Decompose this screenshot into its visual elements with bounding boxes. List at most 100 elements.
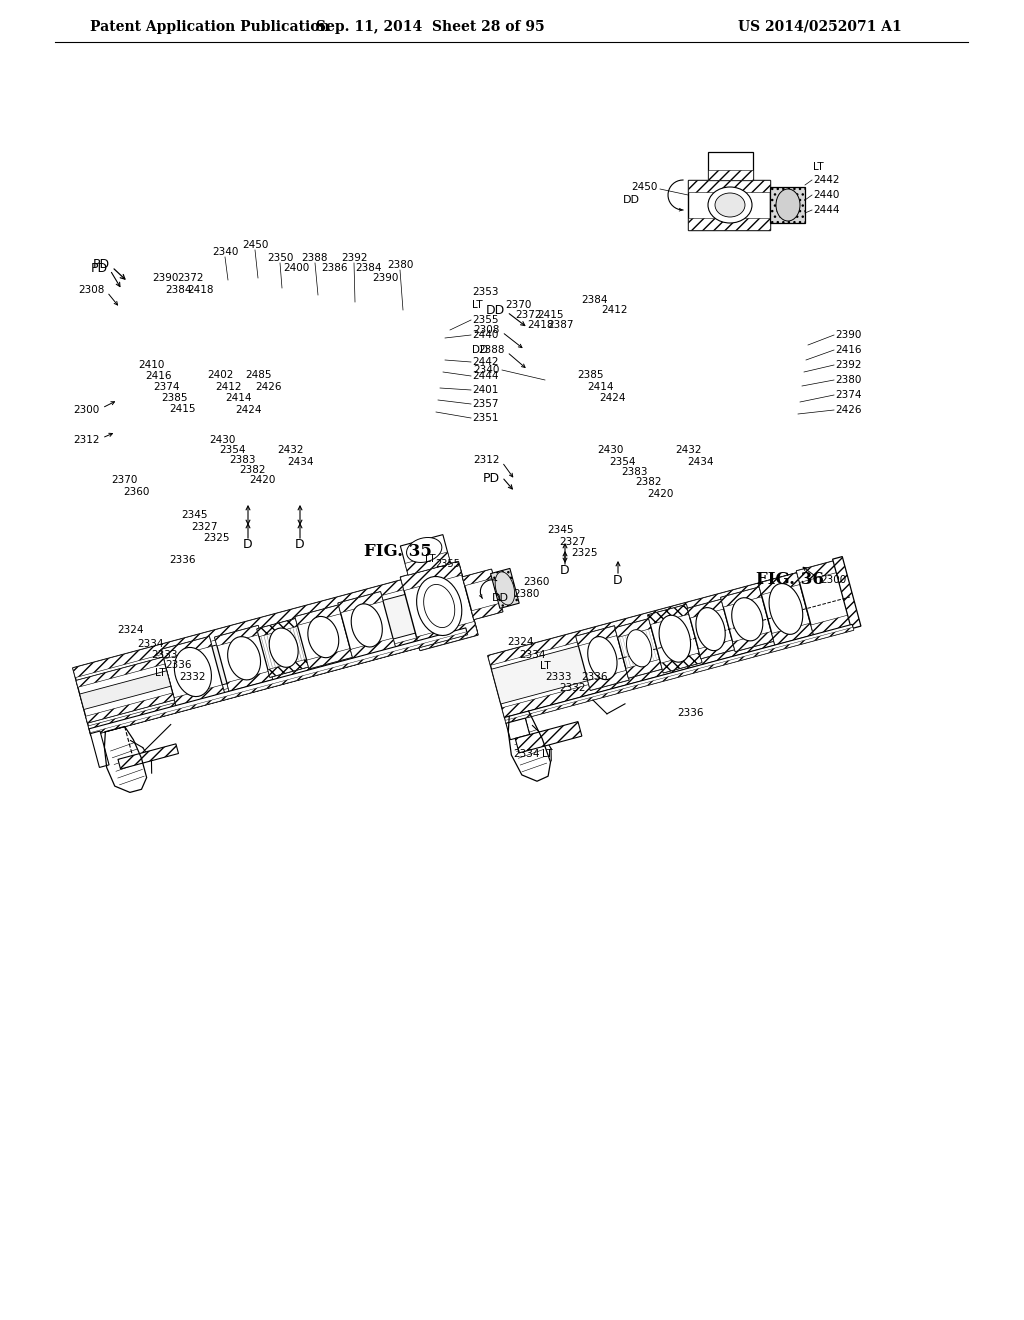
Text: 2385: 2385 <box>577 370 603 380</box>
Text: 2357: 2357 <box>472 399 499 409</box>
Text: 2383: 2383 <box>622 467 648 477</box>
Polygon shape <box>400 561 478 651</box>
Text: 2414: 2414 <box>587 381 613 392</box>
Polygon shape <box>759 573 813 645</box>
Polygon shape <box>89 628 468 735</box>
Polygon shape <box>226 671 272 692</box>
Polygon shape <box>406 552 451 576</box>
Polygon shape <box>487 562 852 718</box>
Text: 2392: 2392 <box>835 360 861 370</box>
Polygon shape <box>626 659 663 678</box>
Polygon shape <box>772 623 813 645</box>
Text: 2390: 2390 <box>835 330 861 341</box>
Text: 2333: 2333 <box>151 649 177 660</box>
Polygon shape <box>73 565 477 735</box>
Text: 2384: 2384 <box>582 294 608 305</box>
Text: 2350: 2350 <box>267 253 293 263</box>
Text: 2324: 2324 <box>117 624 143 635</box>
Polygon shape <box>487 562 839 665</box>
Polygon shape <box>833 557 861 628</box>
Text: 2327: 2327 <box>191 521 218 532</box>
Polygon shape <box>492 576 849 704</box>
Text: 2370: 2370 <box>112 475 138 484</box>
Polygon shape <box>797 561 839 582</box>
Ellipse shape <box>776 189 800 220</box>
Polygon shape <box>269 628 298 668</box>
Text: 2430: 2430 <box>597 445 624 455</box>
Text: 2345: 2345 <box>547 525 573 535</box>
Polygon shape <box>471 603 503 619</box>
Text: 2412: 2412 <box>602 305 629 315</box>
Polygon shape <box>698 640 734 659</box>
Polygon shape <box>505 627 854 723</box>
Text: 2416: 2416 <box>145 371 172 381</box>
Text: 2345: 2345 <box>181 510 208 520</box>
Polygon shape <box>76 657 174 723</box>
Bar <box>708 170 753 180</box>
Polygon shape <box>307 648 352 669</box>
Polygon shape <box>648 605 701 673</box>
Polygon shape <box>88 623 477 735</box>
Polygon shape <box>732 598 763 642</box>
Text: 2388: 2388 <box>478 345 505 355</box>
Text: 2308: 2308 <box>474 325 500 335</box>
Text: 2382: 2382 <box>239 465 265 475</box>
Text: 2386: 2386 <box>322 263 348 273</box>
Text: 2384: 2384 <box>165 285 191 294</box>
Text: 2332: 2332 <box>179 672 205 682</box>
Text: 2388: 2388 <box>302 253 329 263</box>
Polygon shape <box>96 583 454 715</box>
Polygon shape <box>90 731 110 767</box>
Polygon shape <box>627 630 651 667</box>
Polygon shape <box>407 537 441 562</box>
Bar <box>688 180 770 191</box>
Text: PD: PD <box>91 261 108 275</box>
Text: 2384: 2384 <box>354 263 381 273</box>
Polygon shape <box>350 638 395 659</box>
Text: 2336: 2336 <box>165 660 191 671</box>
Text: 2387: 2387 <box>547 319 573 330</box>
Polygon shape <box>759 573 800 595</box>
Polygon shape <box>417 622 478 651</box>
Polygon shape <box>696 607 725 651</box>
Polygon shape <box>515 722 582 752</box>
Text: DD: DD <box>472 345 488 355</box>
Text: 2334: 2334 <box>513 748 540 759</box>
Text: 2442: 2442 <box>813 176 840 185</box>
Text: 2444: 2444 <box>813 205 840 215</box>
Text: 2372: 2372 <box>177 273 203 282</box>
Polygon shape <box>90 632 468 735</box>
Text: 2370: 2370 <box>505 300 531 310</box>
Polygon shape <box>687 599 734 659</box>
Text: 2434: 2434 <box>687 457 714 467</box>
Text: PD: PD <box>93 259 110 272</box>
Polygon shape <box>575 626 617 645</box>
Polygon shape <box>73 565 462 677</box>
Text: 2440: 2440 <box>472 330 499 341</box>
Text: 2390: 2390 <box>152 273 178 282</box>
Polygon shape <box>215 626 260 645</box>
Polygon shape <box>338 591 395 659</box>
Polygon shape <box>721 587 762 607</box>
Text: 2380: 2380 <box>387 260 414 271</box>
Text: 2426: 2426 <box>835 405 861 414</box>
Polygon shape <box>174 685 225 708</box>
Text: 2420: 2420 <box>647 488 673 499</box>
Text: D: D <box>560 564 569 577</box>
Text: 2355: 2355 <box>472 315 499 325</box>
Text: 2354: 2354 <box>219 445 246 455</box>
Text: 2442: 2442 <box>472 356 499 367</box>
Text: 2334: 2334 <box>137 639 163 649</box>
Text: 2450: 2450 <box>632 182 658 191</box>
Text: FIG. 36: FIG. 36 <box>756 572 824 589</box>
Text: 2340: 2340 <box>212 247 239 257</box>
Polygon shape <box>227 636 260 680</box>
Polygon shape <box>687 599 724 618</box>
Polygon shape <box>400 561 462 590</box>
Polygon shape <box>721 587 774 652</box>
Polygon shape <box>588 671 629 690</box>
Text: 2440: 2440 <box>813 190 840 201</box>
Text: D: D <box>295 539 305 552</box>
Text: 2334: 2334 <box>519 649 545 660</box>
Text: 2415: 2415 <box>170 404 196 414</box>
